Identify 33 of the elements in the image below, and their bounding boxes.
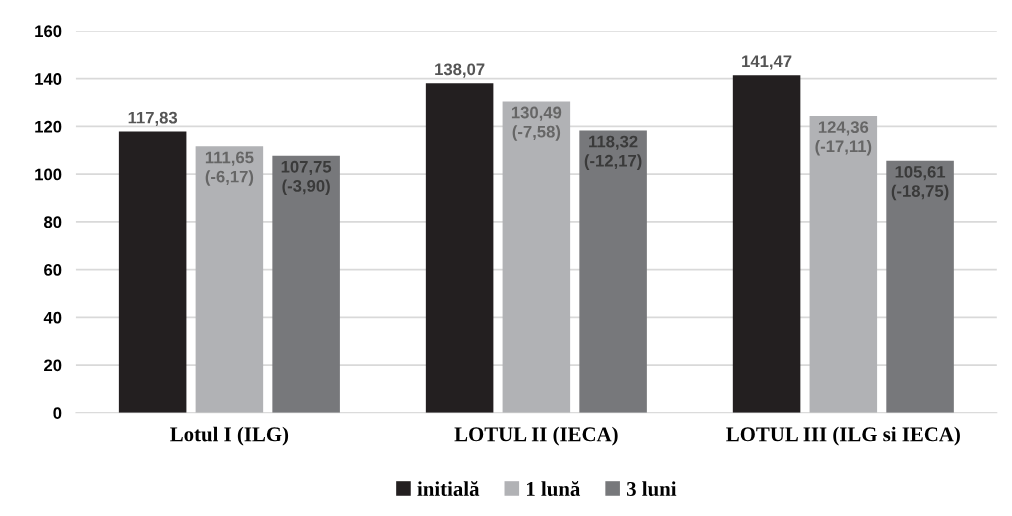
y-tick-label: 160 — [35, 25, 62, 38]
bar — [579, 130, 647, 413]
data-label: 138,07 — [435, 63, 485, 78]
data-label: 117,83 — [128, 111, 178, 126]
bar — [732, 75, 801, 413]
data-label: 111,65 (-6,17) — [205, 151, 254, 186]
legend-label: initială — [417, 481, 480, 496]
y-tick-label: 120 — [35, 120, 62, 133]
data-label: 124,36 (-17,11) — [815, 121, 872, 156]
data-label: 105,61 (-18,75) — [891, 165, 949, 201]
y-tick-label: 20 — [44, 359, 62, 372]
x-tick-label: LOTUL II (IECA) — [454, 426, 618, 446]
bar — [195, 146, 264, 413]
legend-label: 1 lună — [527, 481, 581, 497]
y-tick-label: 60 — [44, 264, 62, 276]
data-label: 107,75 (-3,90) — [281, 160, 332, 196]
y-tick-label: 100 — [35, 168, 62, 181]
bar — [272, 155, 340, 413]
data-label: 130,49 (-7,58) — [511, 106, 562, 141]
y-tick-label: 80 — [44, 216, 62, 229]
bar — [502, 101, 571, 413]
y-tick-label: 40 — [43, 311, 62, 324]
y-tick-label: 140 — [35, 73, 62, 85]
bar — [425, 83, 494, 413]
y-tick-label: 0 — [53, 407, 62, 419]
bar — [118, 131, 187, 413]
data-label: 118,32 (-12,17) — [584, 135, 642, 170]
bar — [886, 160, 954, 413]
legend-label: 3 luni — [626, 481, 677, 497]
data-label: 141,47 — [742, 55, 792, 70]
x-tick-label: Lotul I (ILG) — [170, 426, 289, 446]
bar — [809, 116, 878, 413]
x-tick-label: LOTUL III (ILG si IECA) — [726, 426, 960, 446]
